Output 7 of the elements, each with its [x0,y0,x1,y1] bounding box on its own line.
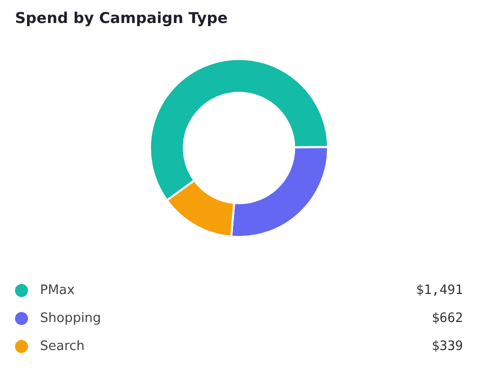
data-label: $1,491 [416,282,463,298]
data-label: $662 [432,310,463,326]
legend-label: Search [40,338,86,354]
data-label: $339 [432,338,463,354]
chart-title: Spend by Campaign Type [15,9,228,27]
legend-label: Shopping [40,310,102,326]
legend-label: PMax [40,282,76,298]
